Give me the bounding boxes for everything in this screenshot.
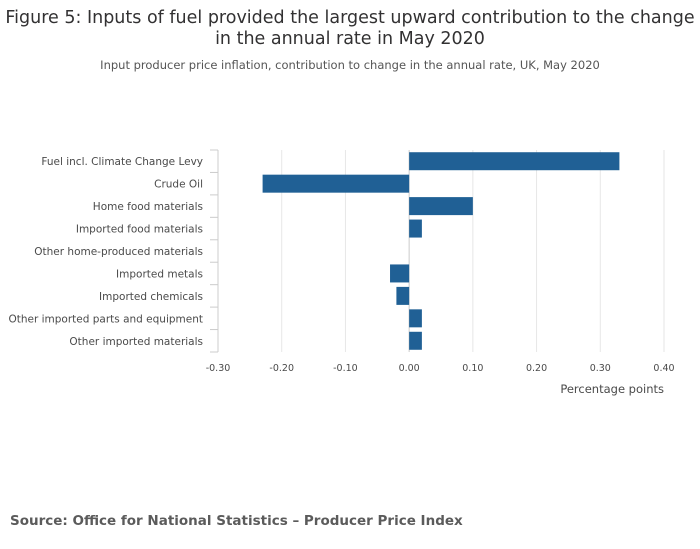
chart-subtitle: Input producer price inflation, contribu… (100, 58, 600, 72)
bar[interactable] (262, 174, 410, 193)
bar[interactable] (409, 197, 473, 216)
category-label: Other imported materials (69, 336, 203, 348)
x-axis-ticks: -0.30 -0.20 -0.10 0.00 0.10 0.20 0.30 0.40 (206, 363, 675, 374)
source-note: Source: Office for National Statistics –… (10, 513, 463, 529)
bars (262, 152, 620, 350)
bar[interactable] (396, 286, 410, 305)
x-tick-label: 0.40 (653, 363, 674, 374)
category-label: Other imported parts and equipment (8, 313, 203, 325)
category-label: Imported food materials (76, 224, 203, 236)
x-tick-label: -0.20 (269, 363, 294, 374)
x-tick-label: 0.10 (462, 363, 483, 374)
grid-lines (210, 149, 665, 353)
x-tick-label: 0.30 (590, 363, 611, 374)
category-label: Imported metals (116, 268, 203, 280)
category-label: Crude Oil (154, 179, 203, 191)
bar[interactable] (390, 264, 410, 283)
bar[interactable] (409, 219, 422, 238)
x-tick-label: 0.00 (399, 363, 420, 374)
x-tick-label: 0.20 (526, 363, 547, 374)
bar[interactable] (409, 152, 620, 171)
x-tick-label: -0.30 (206, 363, 231, 374)
chart-title: Figure 5: Inputs of fuel provided the la… (5, 8, 695, 49)
category-label: Fuel incl. Climate Change Levy (41, 156, 203, 168)
x-tick-label: -0.10 (333, 363, 358, 374)
category-labels: Fuel incl. Climate Change Levy Crude Oil H… (8, 156, 203, 348)
category-label: Other home-produced materials (34, 246, 203, 258)
bar[interactable] (409, 309, 422, 328)
bar[interactable] (409, 331, 422, 350)
category-label: Imported chemicals (99, 291, 203, 303)
x-axis-title: Percentage points (560, 382, 664, 396)
category-label: Home food materials (93, 201, 203, 213)
